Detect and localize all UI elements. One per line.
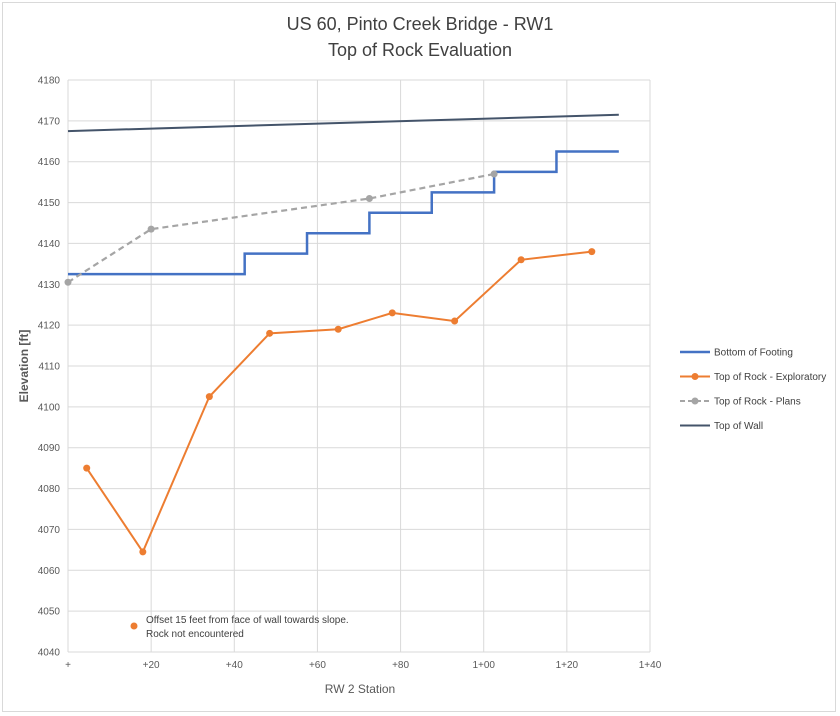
y-tick-label: 4080 [38,484,61,495]
y-axis-label: Elevation [ft] [17,330,31,403]
legend-marker [691,373,699,380]
y-tick-label: 4130 [38,280,61,291]
x-tick-label: +60 [309,660,326,671]
series-point-1 [451,317,459,325]
legend-label: Bottom of Footing [714,348,793,359]
gridlines [67,79,651,653]
chart-title: US 60, Pinto Creek Bridge - RW1 [286,14,554,34]
x-tick-label: 1+40 [639,660,662,671]
y-tick-label: 4050 [38,607,61,618]
series-point-1 [334,325,342,333]
legend-label: Top of Wall [714,421,763,432]
y-tick-label: 4160 [38,157,61,168]
x-tick-label: 1+20 [556,660,579,671]
x-tick-label: + [65,660,71,671]
y-tick-label: 4140 [38,239,61,250]
tick-labels: 4040 4050 4060 4070 4080 4090 4100 4110 4120 4130… [38,76,662,672]
x-tick-label: +20 [143,660,160,671]
legend-label: Top of Rock - Plans [714,397,801,408]
series-point-2 [365,194,373,202]
y-tick-label: 4100 [38,402,61,413]
y-tick-label: 4090 [38,443,61,454]
annotation-text: Offset 15 feet from face of wall towards… [146,615,349,626]
series-layer [64,113,619,556]
x-axis-label: RW 2 Station [325,682,395,696]
series-point-1 [388,309,396,317]
legend: Bottom of Footing Top of Rock - Explorato… [680,348,826,432]
y-tick-label: 4040 [38,648,61,659]
y-tick-label: 4170 [38,116,61,127]
series-line-0 [68,150,619,276]
series-line-2 [67,172,495,284]
y-tick-label: 4150 [38,198,61,209]
y-tick-label: 4180 [38,76,61,87]
y-tick-label: 4070 [38,525,61,536]
annotation-text: Rock not encountered [146,629,244,640]
series-line-1 [85,250,592,554]
x-tick-label: +80 [392,660,409,671]
x-tick-label: +40 [226,660,243,671]
series-line-3 [67,113,619,133]
legend-label: Top of Rock - Exploratory [714,372,826,383]
y-tick-label: 4110 [38,362,60,373]
y-tick-label: 4120 [38,321,61,332]
series-point-1 [205,393,213,401]
series-point-1 [83,464,91,472]
y-tick-label: 4060 [38,566,61,577]
series-point-1 [139,548,147,556]
series-point-2 [490,170,498,178]
series-point-2 [64,278,72,286]
annotation-marker [130,622,138,630]
series-point-1 [517,256,525,264]
series-point-2 [147,225,155,233]
series-point-1 [266,329,274,337]
legend-marker [691,397,699,405]
chart-subtitle: Top of Rock Evaluation [327,40,513,60]
annotation: Offset 15 feet from face of wall towards… [130,615,349,640]
series-point-1 [588,248,596,256]
x-tick-label: 1+00 [472,660,495,671]
